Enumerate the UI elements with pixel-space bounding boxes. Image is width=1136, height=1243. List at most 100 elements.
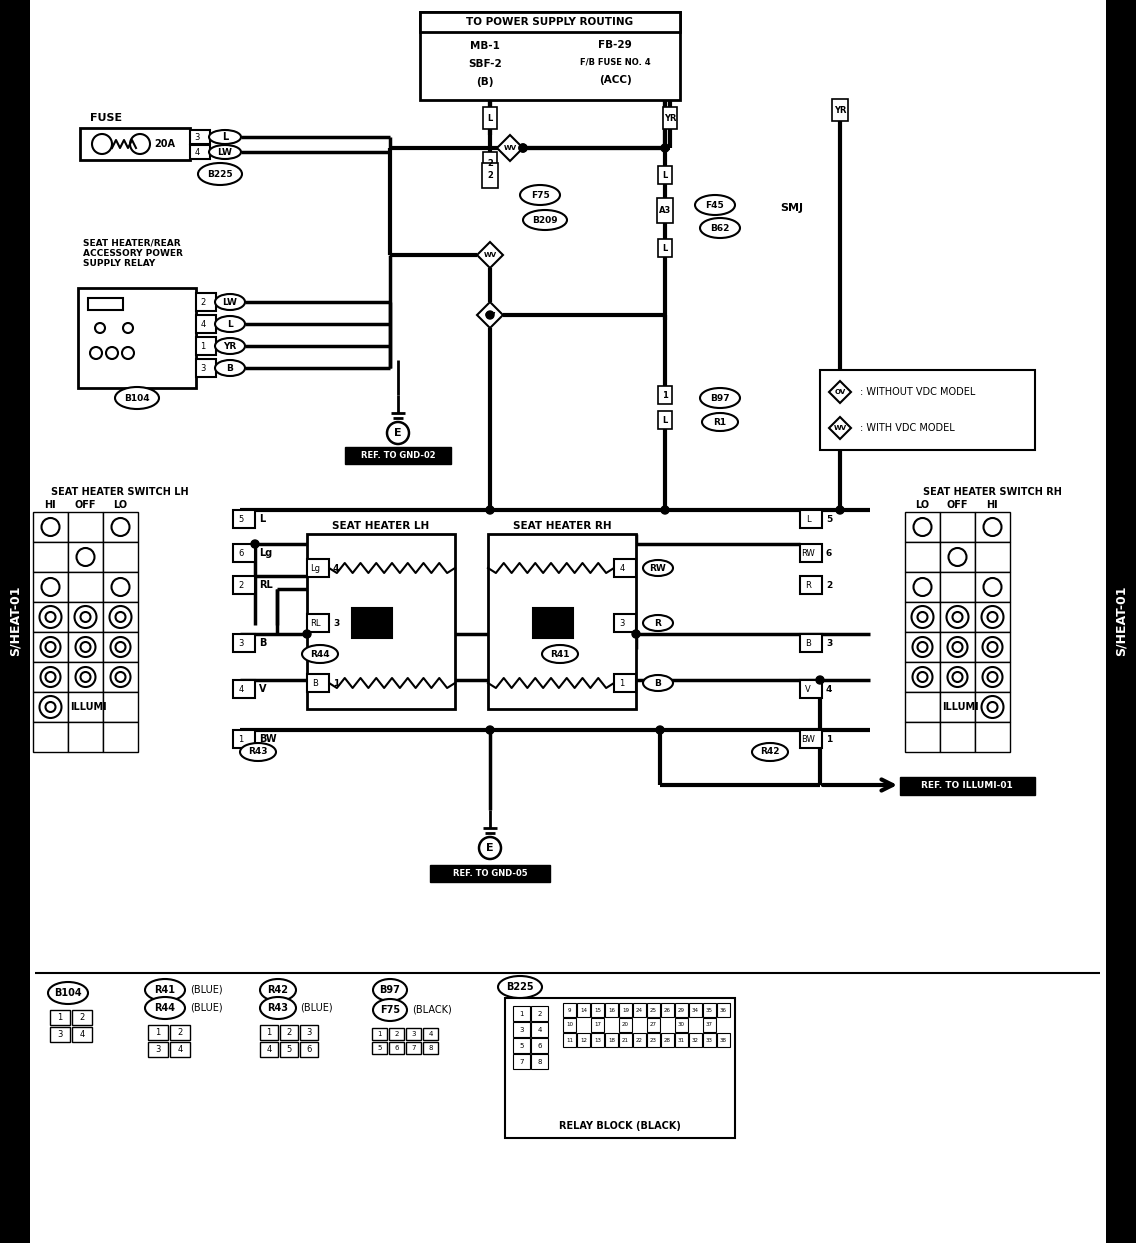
Text: 3: 3: [156, 1045, 160, 1054]
Text: E: E: [394, 428, 402, 438]
Bar: [939, 512, 975, 542]
Bar: [717, 1003, 730, 1017]
Circle shape: [387, 423, 409, 444]
Bar: [663, 107, 677, 129]
Bar: [905, 631, 939, 663]
Circle shape: [40, 607, 61, 628]
Text: 30: 30: [678, 1023, 685, 1028]
Text: 5: 5: [519, 1043, 524, 1049]
Bar: [703, 1033, 716, 1047]
Bar: [483, 107, 498, 129]
Bar: [975, 631, 1010, 663]
Circle shape: [75, 667, 95, 687]
Text: 33: 33: [705, 1038, 713, 1043]
Text: WV: WV: [503, 145, 517, 150]
Bar: [233, 680, 254, 699]
Text: 35: 35: [705, 1008, 713, 1013]
Text: 6: 6: [826, 548, 833, 558]
Ellipse shape: [48, 982, 87, 1004]
Text: LW: LW: [218, 148, 233, 157]
Polygon shape: [498, 135, 523, 162]
Text: OV: OV: [484, 312, 495, 318]
Bar: [800, 576, 822, 594]
Text: L: L: [805, 515, 810, 523]
Bar: [103, 722, 137, 752]
Bar: [0, 0, 30, 1243]
Text: R: R: [654, 619, 661, 628]
Text: 11: 11: [566, 1038, 573, 1043]
Circle shape: [947, 667, 968, 687]
Bar: [307, 534, 456, 709]
Circle shape: [913, 578, 932, 595]
Text: 27: 27: [650, 1023, 657, 1028]
Text: 6: 6: [307, 1045, 311, 1054]
Text: B62: B62: [710, 224, 729, 232]
Text: 10: 10: [566, 1023, 573, 1028]
Bar: [148, 1025, 168, 1040]
Bar: [197, 359, 216, 377]
Text: R42: R42: [267, 984, 289, 994]
Polygon shape: [829, 382, 851, 403]
Text: YR: YR: [663, 113, 676, 123]
Bar: [68, 722, 103, 752]
Text: 2: 2: [537, 1011, 542, 1017]
Circle shape: [836, 506, 844, 515]
Bar: [657, 198, 673, 222]
Circle shape: [911, 607, 934, 628]
Text: B104: B104: [55, 988, 82, 998]
Circle shape: [984, 578, 1002, 595]
Text: 21: 21: [623, 1038, 629, 1043]
Text: B97: B97: [379, 984, 400, 994]
Ellipse shape: [373, 999, 407, 1021]
Text: B225: B225: [207, 169, 233, 179]
Text: 3: 3: [411, 1030, 416, 1037]
Text: WV: WV: [484, 252, 496, 259]
Bar: [103, 572, 137, 602]
Polygon shape: [829, 416, 851, 439]
Bar: [506, 998, 735, 1139]
Text: 23: 23: [650, 1038, 657, 1043]
Circle shape: [42, 699, 59, 716]
Text: 34: 34: [692, 1008, 699, 1013]
Bar: [563, 1018, 576, 1032]
Text: 16: 16: [608, 1008, 615, 1013]
Bar: [190, 131, 210, 144]
Text: 4: 4: [200, 319, 206, 328]
Text: 14: 14: [580, 1008, 587, 1013]
Bar: [939, 692, 975, 722]
Bar: [975, 663, 1010, 692]
Bar: [33, 692, 68, 722]
Text: S/HEAT-01: S/HEAT-01: [1114, 585, 1128, 656]
Bar: [800, 730, 822, 748]
Bar: [905, 692, 939, 722]
Ellipse shape: [260, 979, 296, 1001]
Circle shape: [983, 636, 1002, 658]
Circle shape: [918, 612, 927, 622]
Bar: [800, 634, 822, 653]
Bar: [975, 722, 1010, 752]
Bar: [406, 1042, 421, 1054]
Bar: [531, 1038, 548, 1053]
Ellipse shape: [198, 163, 242, 185]
Circle shape: [116, 612, 125, 622]
Bar: [197, 314, 216, 333]
Bar: [613, 559, 636, 577]
Text: BW: BW: [259, 735, 277, 745]
Text: 32: 32: [692, 1038, 699, 1043]
Circle shape: [632, 630, 640, 638]
Bar: [33, 722, 68, 752]
Text: Lg: Lg: [310, 563, 320, 573]
Bar: [939, 631, 975, 663]
Text: 37: 37: [705, 1023, 713, 1028]
Text: B: B: [259, 638, 266, 648]
Text: 4: 4: [80, 1030, 84, 1039]
Text: RELAY BLOCK (BLACK): RELAY BLOCK (BLACK): [559, 1121, 680, 1131]
Circle shape: [519, 144, 527, 152]
Circle shape: [92, 134, 112, 154]
Bar: [619, 1003, 632, 1017]
Bar: [577, 1003, 590, 1017]
Text: 4: 4: [619, 563, 625, 573]
Circle shape: [952, 672, 962, 682]
Circle shape: [81, 672, 91, 682]
Bar: [190, 145, 210, 159]
